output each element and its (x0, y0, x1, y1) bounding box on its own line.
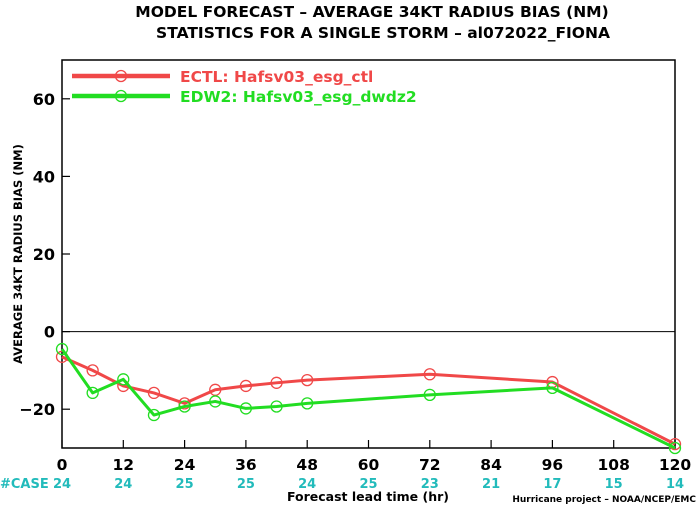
x-tick-label: 84 (480, 456, 502, 474)
data-point (239, 379, 253, 393)
x-tick-label: 24 (174, 456, 196, 474)
y-axis-label: AVERAGE 34KT RADIUS BIAS (NM) (11, 144, 25, 364)
legend-label: EDW2: Hafsv03_esg_dwdz2 (180, 88, 417, 106)
y-tick-label: 20 (33, 245, 55, 264)
data-point (270, 400, 283, 413)
chart-subtitle: STATISTICS FOR A SINGLE STORM – al072022… (156, 24, 610, 42)
case-count: 17 (543, 477, 561, 492)
case-count: 24 (53, 477, 71, 492)
y-axis: −20 0 20 40 60 (19, 90, 70, 419)
case-count: 24 (298, 477, 316, 492)
y-tick-label: 60 (33, 90, 55, 109)
series-layer (55, 342, 682, 455)
plot-frame (61, 59, 676, 449)
case-counts-row: #CASE 24 24 25 25 24 25 23 21 17 15 14 (0, 477, 684, 492)
case-count: 25 (176, 477, 194, 492)
y-tick-label: −20 (19, 400, 55, 419)
legend-entry-2: EDW2: Hafsv03_esg_dwdz2 (72, 88, 417, 106)
data-point (546, 381, 559, 395)
data-point (86, 364, 99, 377)
series-2 (55, 342, 682, 455)
data-point (209, 395, 222, 408)
case-count: 21 (482, 477, 500, 492)
case-count: 15 (605, 477, 623, 492)
x-tick-label: 60 (358, 456, 380, 474)
data-point (147, 386, 161, 400)
x-tick-label: 96 (542, 456, 564, 474)
case-count: 25 (359, 477, 377, 492)
chart-title: MODEL FORECAST – AVERAGE 34KT RADIUS BIA… (135, 3, 608, 21)
legend-marker (114, 89, 128, 103)
legend: ECTL: Hafsv03_esg_ctl EDW2: Hafsv03_esg_d… (72, 68, 417, 106)
y-tick-label: 0 (44, 323, 55, 342)
x-tick-label: 72 (419, 456, 441, 474)
case-count: 24 (114, 477, 132, 492)
data-point (178, 400, 191, 413)
x-tick-label: 120 (659, 456, 692, 474)
x-tick-label: 36 (235, 456, 257, 474)
x-tick-label: 0 (57, 456, 68, 474)
data-point (301, 397, 314, 410)
legend-marker (114, 69, 128, 83)
case-count: 14 (666, 477, 684, 492)
data-point (423, 368, 436, 381)
case-count: 23 (421, 477, 439, 492)
series-1 (55, 350, 682, 451)
case-count: 25 (237, 477, 255, 492)
y-tick-label: 40 (33, 167, 55, 186)
legend-label: ECTL: Hafsv03_esg_ctl (180, 68, 373, 86)
legend-entry-1: ECTL: Hafsv03_esg_ctl (72, 68, 373, 86)
x-axis: 0 12 24 36 48 60 72 84 96 108 120 (57, 440, 692, 474)
x-tick-label: 48 (296, 456, 318, 474)
x-tick-label: 12 (113, 456, 135, 474)
x-axis-label: Forecast lead time (hr) (287, 489, 449, 504)
data-point (147, 408, 161, 422)
data-point (239, 402, 253, 415)
data-point (178, 397, 191, 410)
case-label: #CASE (0, 477, 49, 492)
footer-credit: Hurricane project – NOAA/NCEP/EMC (512, 495, 696, 505)
data-point (117, 373, 130, 386)
data-point (55, 342, 69, 356)
data-point (270, 376, 283, 389)
data-point (423, 388, 436, 401)
data-point (301, 373, 314, 387)
data-point (668, 441, 682, 455)
x-tick-label: 108 (598, 456, 630, 474)
data-point (86, 386, 99, 400)
